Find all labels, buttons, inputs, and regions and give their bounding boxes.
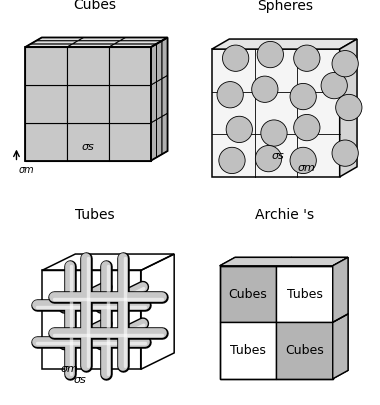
Polygon shape bbox=[151, 44, 157, 85]
Polygon shape bbox=[36, 38, 84, 40]
Circle shape bbox=[290, 83, 316, 110]
Polygon shape bbox=[151, 82, 157, 123]
Circle shape bbox=[336, 94, 362, 121]
Circle shape bbox=[217, 81, 243, 108]
Polygon shape bbox=[67, 44, 115, 47]
Title: Tubes: Tubes bbox=[75, 208, 115, 222]
Circle shape bbox=[332, 140, 358, 166]
Bar bbox=[67, 47, 109, 85]
Text: σm: σm bbox=[60, 364, 78, 374]
Circle shape bbox=[261, 120, 287, 146]
Text: σs: σs bbox=[73, 375, 86, 385]
Polygon shape bbox=[109, 44, 157, 47]
Text: σm: σm bbox=[298, 163, 316, 173]
Bar bbox=[25, 85, 67, 123]
Polygon shape bbox=[151, 119, 157, 161]
Bar bbox=[67, 123, 109, 161]
Polygon shape bbox=[333, 257, 348, 379]
Polygon shape bbox=[157, 79, 162, 119]
Circle shape bbox=[257, 41, 283, 68]
Polygon shape bbox=[31, 40, 78, 44]
Circle shape bbox=[219, 147, 245, 174]
Circle shape bbox=[332, 51, 358, 77]
Circle shape bbox=[223, 45, 249, 71]
Bar bbox=[220, 322, 276, 379]
Bar bbox=[109, 47, 151, 85]
Polygon shape bbox=[162, 75, 168, 116]
Polygon shape bbox=[162, 113, 168, 154]
Text: σs: σs bbox=[82, 143, 95, 152]
Bar bbox=[220, 266, 276, 322]
Polygon shape bbox=[25, 44, 73, 47]
Circle shape bbox=[290, 147, 316, 174]
Polygon shape bbox=[115, 40, 162, 44]
Circle shape bbox=[321, 72, 347, 99]
Bar bbox=[276, 266, 333, 322]
Polygon shape bbox=[73, 40, 120, 44]
Polygon shape bbox=[78, 38, 126, 40]
Title: Spheres: Spheres bbox=[257, 0, 313, 13]
Polygon shape bbox=[220, 257, 348, 266]
Circle shape bbox=[294, 45, 320, 71]
Circle shape bbox=[252, 76, 278, 102]
Bar bbox=[276, 322, 333, 379]
Text: Tubes: Tubes bbox=[230, 344, 266, 357]
Polygon shape bbox=[333, 257, 348, 322]
Text: Cubes: Cubes bbox=[285, 344, 324, 357]
Text: Cubes: Cubes bbox=[229, 288, 268, 301]
Polygon shape bbox=[276, 257, 348, 266]
Bar bbox=[25, 123, 67, 161]
Text: σs: σs bbox=[271, 151, 284, 161]
Bar bbox=[25, 47, 67, 85]
Text: Tubes: Tubes bbox=[287, 288, 322, 301]
Polygon shape bbox=[333, 314, 348, 379]
Bar bbox=[67, 85, 109, 123]
Bar bbox=[109, 85, 151, 123]
Circle shape bbox=[226, 116, 252, 143]
Text: σm: σm bbox=[18, 165, 34, 175]
Polygon shape bbox=[220, 257, 291, 266]
Bar bbox=[109, 123, 151, 161]
Polygon shape bbox=[162, 38, 168, 79]
Polygon shape bbox=[157, 40, 162, 82]
Polygon shape bbox=[212, 39, 357, 49]
Polygon shape bbox=[157, 116, 162, 158]
Polygon shape bbox=[340, 39, 357, 177]
Polygon shape bbox=[120, 38, 168, 40]
Title: Cubes: Cubes bbox=[74, 0, 117, 12]
Title: Archie 's: Archie 's bbox=[255, 208, 315, 222]
Circle shape bbox=[255, 145, 282, 172]
Polygon shape bbox=[212, 49, 340, 177]
Circle shape bbox=[294, 115, 320, 141]
